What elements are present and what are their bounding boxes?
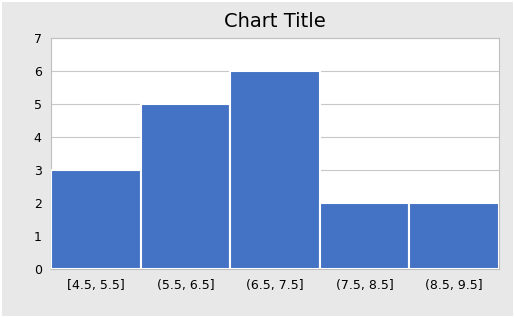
Title: Chart Title: Chart Title: [224, 12, 326, 31]
Bar: [141, 104, 230, 269]
Bar: [320, 203, 409, 269]
Bar: [409, 203, 499, 269]
Bar: [230, 71, 320, 269]
Bar: [51, 170, 141, 269]
